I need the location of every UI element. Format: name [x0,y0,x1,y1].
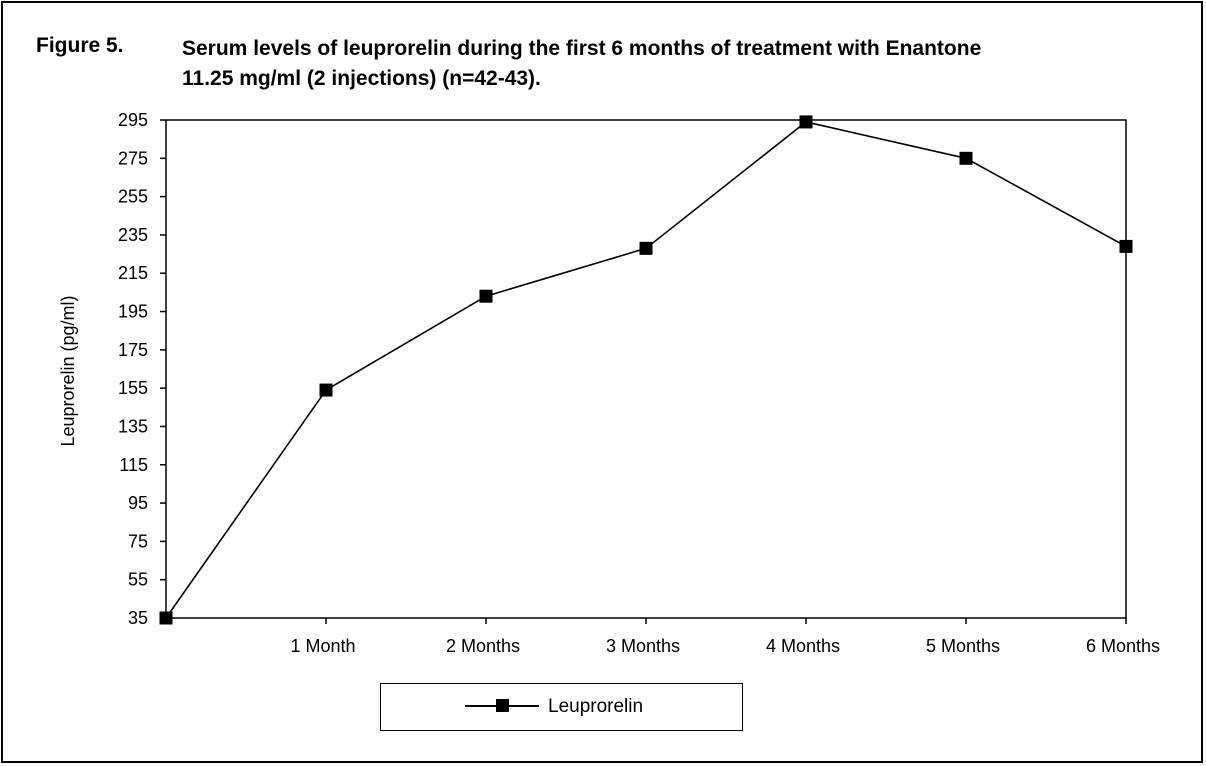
data-point-marker [1119,239,1133,253]
y-tick-label: 155 [118,378,148,398]
x-tick-label: 2 Months [446,636,520,656]
x-tick-label: 3 Months [606,636,680,656]
data-point-marker [479,289,493,303]
y-tick-label: 115 [119,455,148,475]
y-tick-label: 135 [118,416,148,436]
y-tick-label: 75 [128,531,148,551]
figure-title-line-1: Serum levels of leuprorelin during the f… [182,37,982,60]
y-tick-label: 275 [118,148,148,168]
y-tick-label: 195 [118,302,148,322]
y-tick-label: 235 [118,225,148,245]
series-line [165,121,1127,619]
x-tick-label: 4 Months [766,636,840,656]
figure-title: Serum levels of leuprorelin during the f… [182,34,1172,94]
data-point-marker [319,383,333,397]
data-point-marker [959,151,973,165]
y-tick-label: 35 [128,608,148,628]
data-point-marker [159,611,173,625]
y-tick-label: 215 [118,263,148,283]
y-tick-label: 55 [128,570,148,590]
legend: Leuprorelin [380,683,743,731]
legend-square-marker-icon [496,699,509,712]
x-tick-label: 6 Months [1086,636,1160,656]
data-point-marker [639,241,653,255]
y-tick-label: 95 [128,493,148,513]
plot-area-frame [165,119,1127,619]
y-axis-label: Leuprorelin (pg/ml) [58,295,78,446]
y-tick-label: 175 [118,340,148,360]
figure-label: Figure 5. [36,34,124,57]
figure-title-line-2: 11.25 mg/ml (2 injections) (n=42-43). [182,67,541,90]
data-point-marker [799,115,813,129]
x-tick-label: 1 Month [290,636,355,656]
x-tick-label: 5 Months [926,636,1000,656]
y-tick-label: 295 [118,110,148,130]
y-tick-label: 255 [118,187,148,207]
legend-label: Leuprorelin [548,696,644,717]
